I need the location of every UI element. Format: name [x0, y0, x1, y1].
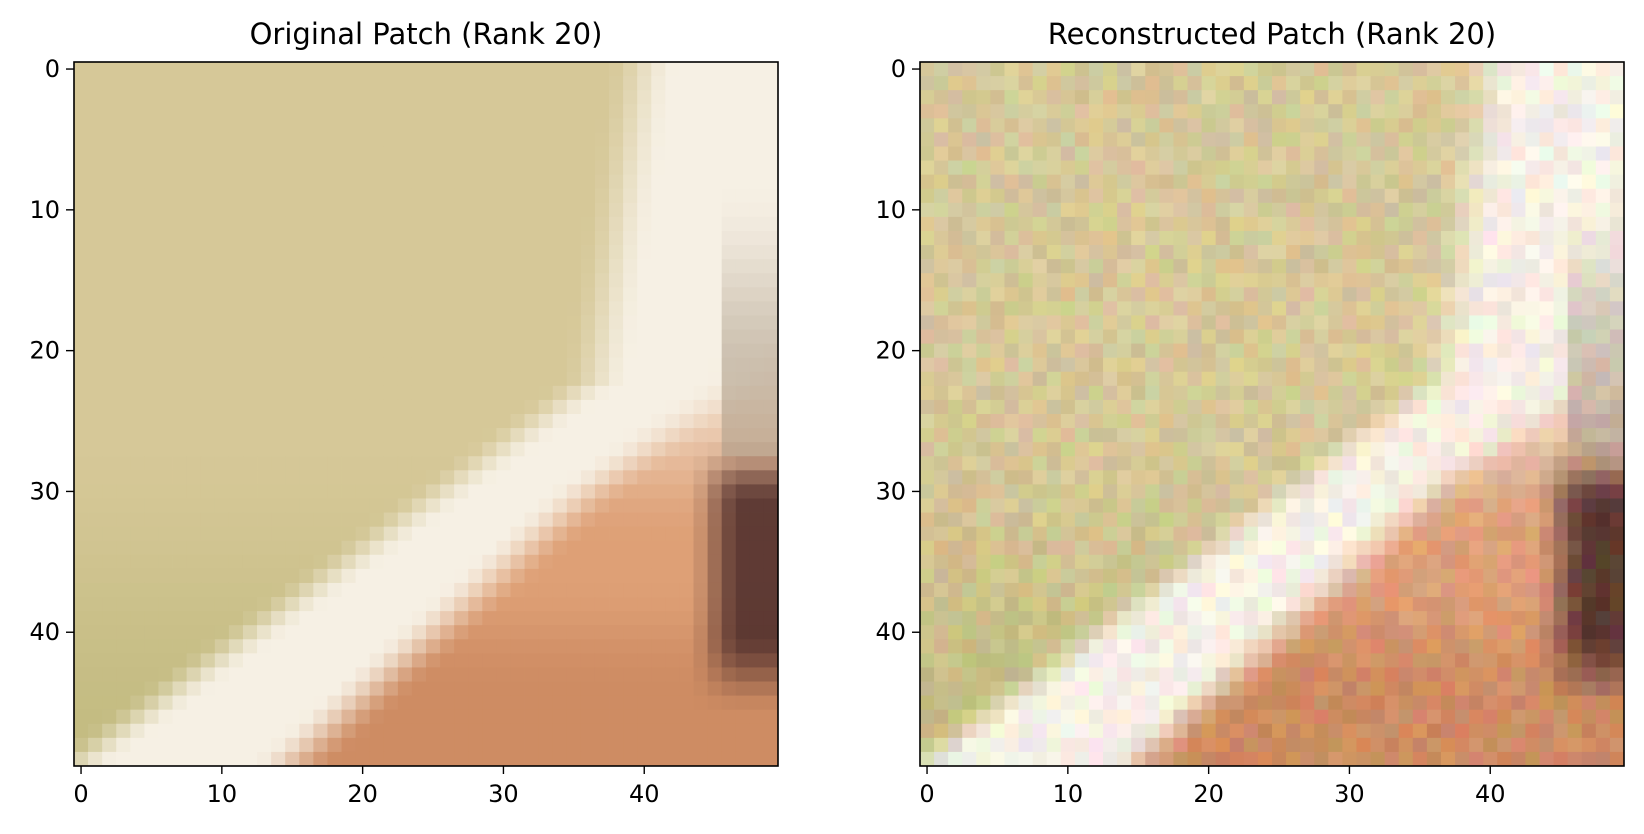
y-tick-label: 0 [891, 55, 906, 83]
panel-reconstructed: Reconstructed Patch (Rank 20) 0 10 20 30 40 0 1… [875, 17, 1625, 808]
y-tick-label: 30 [29, 477, 60, 505]
x-tick-label: 30 [1334, 780, 1365, 808]
x-tick-label: 10 [1053, 780, 1084, 808]
y-tick-label: 20 [29, 337, 60, 365]
y-tick-label: 10 [875, 196, 906, 224]
y-tick-label: 10 [29, 196, 60, 224]
axes-frame [73, 61, 779, 767]
patch-image [74, 62, 779, 767]
x-tick-label: 40 [629, 780, 660, 808]
y-tick-label: 0 [45, 55, 60, 83]
y-tick-label: 20 [875, 337, 906, 365]
x-tick-label: 20 [347, 780, 378, 808]
y-tick-label: 30 [875, 477, 906, 505]
panel-original: Original Patch (Rank 20) 0 10 20 30 40 0 10 20 30… [29, 17, 779, 808]
x-tick-label: 30 [488, 780, 519, 808]
x-tick-label: 0 [919, 780, 934, 808]
x-tick-label: 20 [1193, 780, 1224, 808]
x-tick-label: 40 [1475, 780, 1506, 808]
patch-image [920, 62, 1625, 767]
x-tick-label: 0 [73, 780, 88, 808]
chart-title: Reconstructed Patch (Rank 20) [1048, 17, 1496, 51]
axes-frame [919, 61, 1625, 767]
chart-title: Original Patch (Rank 20) [250, 17, 603, 51]
x-tick-label: 10 [207, 780, 238, 808]
y-tick-label: 40 [875, 618, 906, 646]
y-tick-label: 40 [29, 618, 60, 646]
